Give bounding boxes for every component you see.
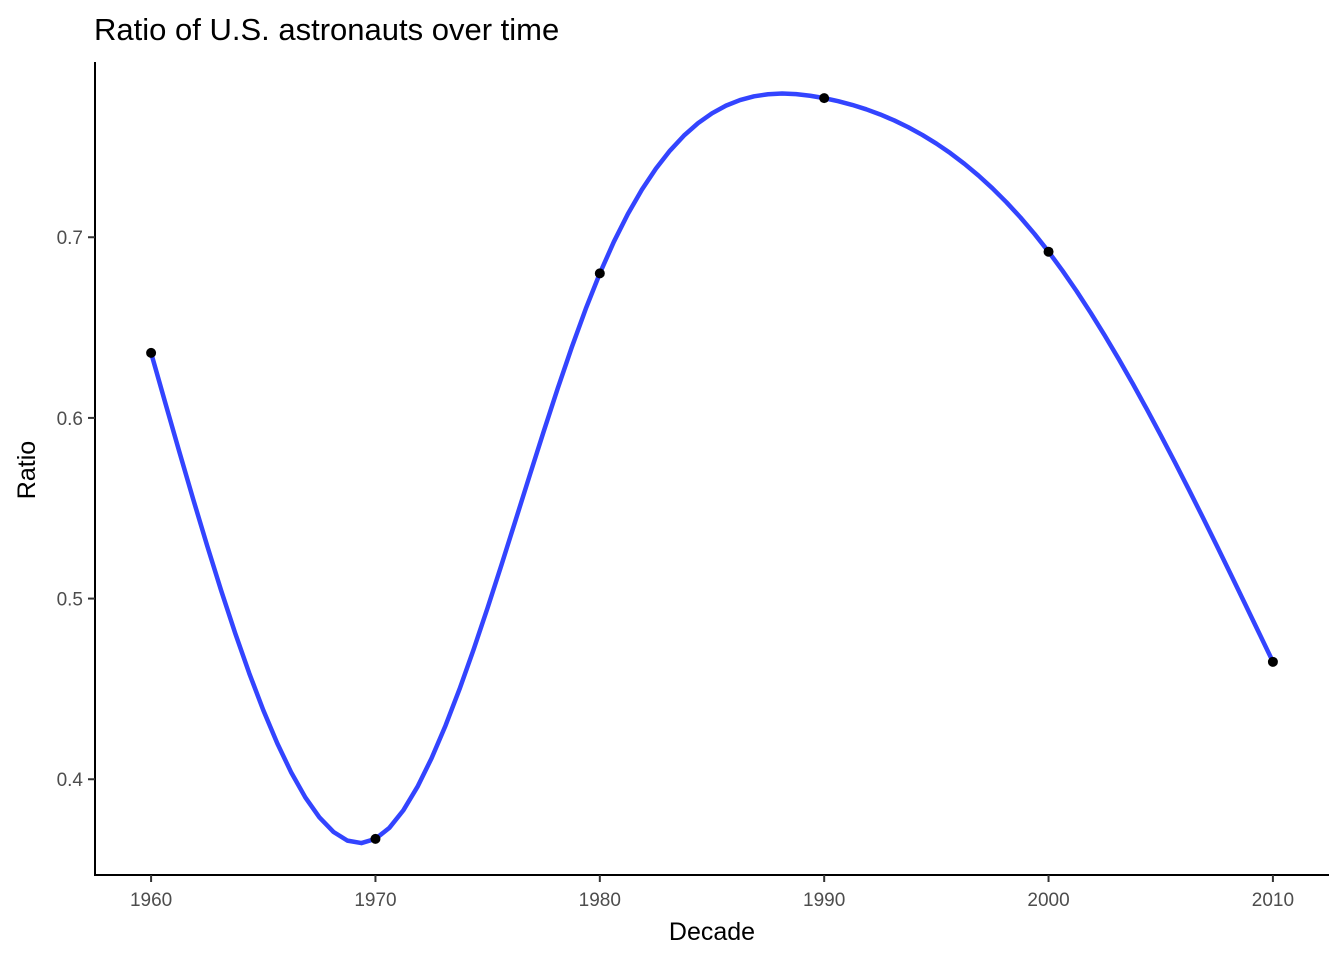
x-axis-title: Decade [669,918,755,946]
y-axis-title: Ratio [13,441,41,499]
y-tick-label: 0.7 [57,228,83,249]
x-axis: 1960 1970 1980 1990 2000 2010 [130,875,1294,911]
y-tick-label: 0.4 [57,770,84,791]
y-tick-label: 0.5 [57,590,83,611]
data-point [370,833,381,844]
x-tick-label: 1990 [803,890,845,911]
data-point [146,347,157,358]
chart-title: Ratio of U.S. astronauts over time [94,12,559,47]
plot-area [146,91,1278,846]
data-point [1267,656,1278,667]
x-tick-label: 1960 [130,890,172,911]
x-tick-label: 1970 [354,890,396,911]
x-tick-label: 2000 [1027,890,1069,911]
x-tick-label: 2010 [1252,890,1294,911]
smooth-line [148,91,1276,846]
data-point [819,93,830,104]
y-axis: 0.4 0.5 0.6 0.7 [57,228,95,791]
points-layer [146,93,1278,844]
x-tick-label: 1980 [579,890,621,911]
y-tick-label: 0.6 [57,409,83,430]
data-point [1043,246,1054,257]
data-point [594,268,605,279]
